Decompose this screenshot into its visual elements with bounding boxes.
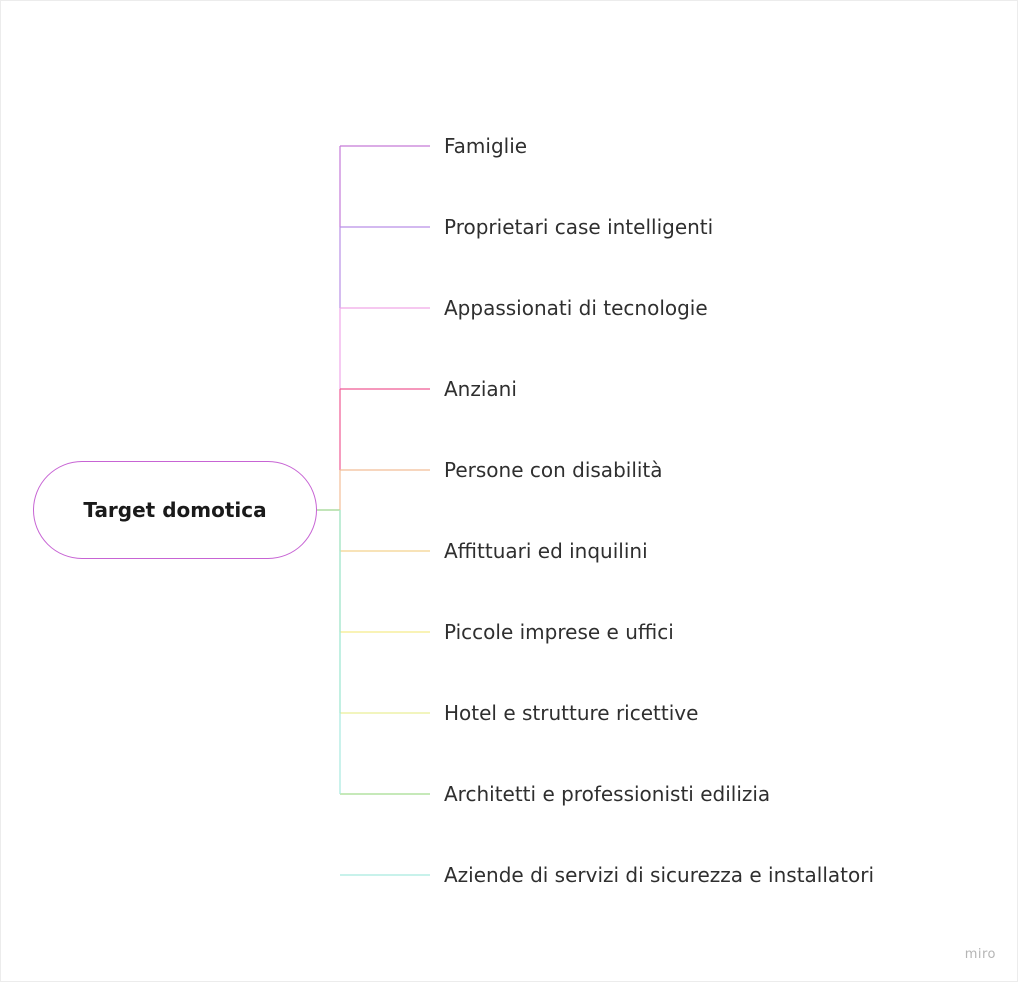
mindmap-root-label: Target domotica: [83, 498, 267, 522]
mindmap-branch-node[interactable]: Proprietari case intelligenti: [444, 215, 714, 239]
mindmap-branch-node[interactable]: Affittuari ed inquilini: [444, 539, 648, 563]
mindmap-root-node[interactable]: Target domotica: [33, 461, 317, 559]
mindmap-branch-node[interactable]: Piccole imprese e uffici: [444, 620, 674, 644]
mindmap-branch-node[interactable]: Appassionati di tecnologie: [444, 296, 708, 320]
mindmap-branch-node[interactable]: Hotel e strutture ricettive: [444, 701, 699, 725]
mindmap-branch-node[interactable]: Persone con disabilità: [444, 458, 663, 482]
mindmap-branch-node[interactable]: Architetti e professionisti edilizia: [444, 782, 771, 806]
miro-watermark: miro: [964, 947, 996, 962]
mindmap-branch-node[interactable]: Aziende di servizi di sicurezza e instal…: [444, 863, 875, 887]
mindmap-branch-node[interactable]: Famiglie: [444, 134, 528, 158]
mindmap-branch-node[interactable]: Anziani: [444, 377, 517, 401]
